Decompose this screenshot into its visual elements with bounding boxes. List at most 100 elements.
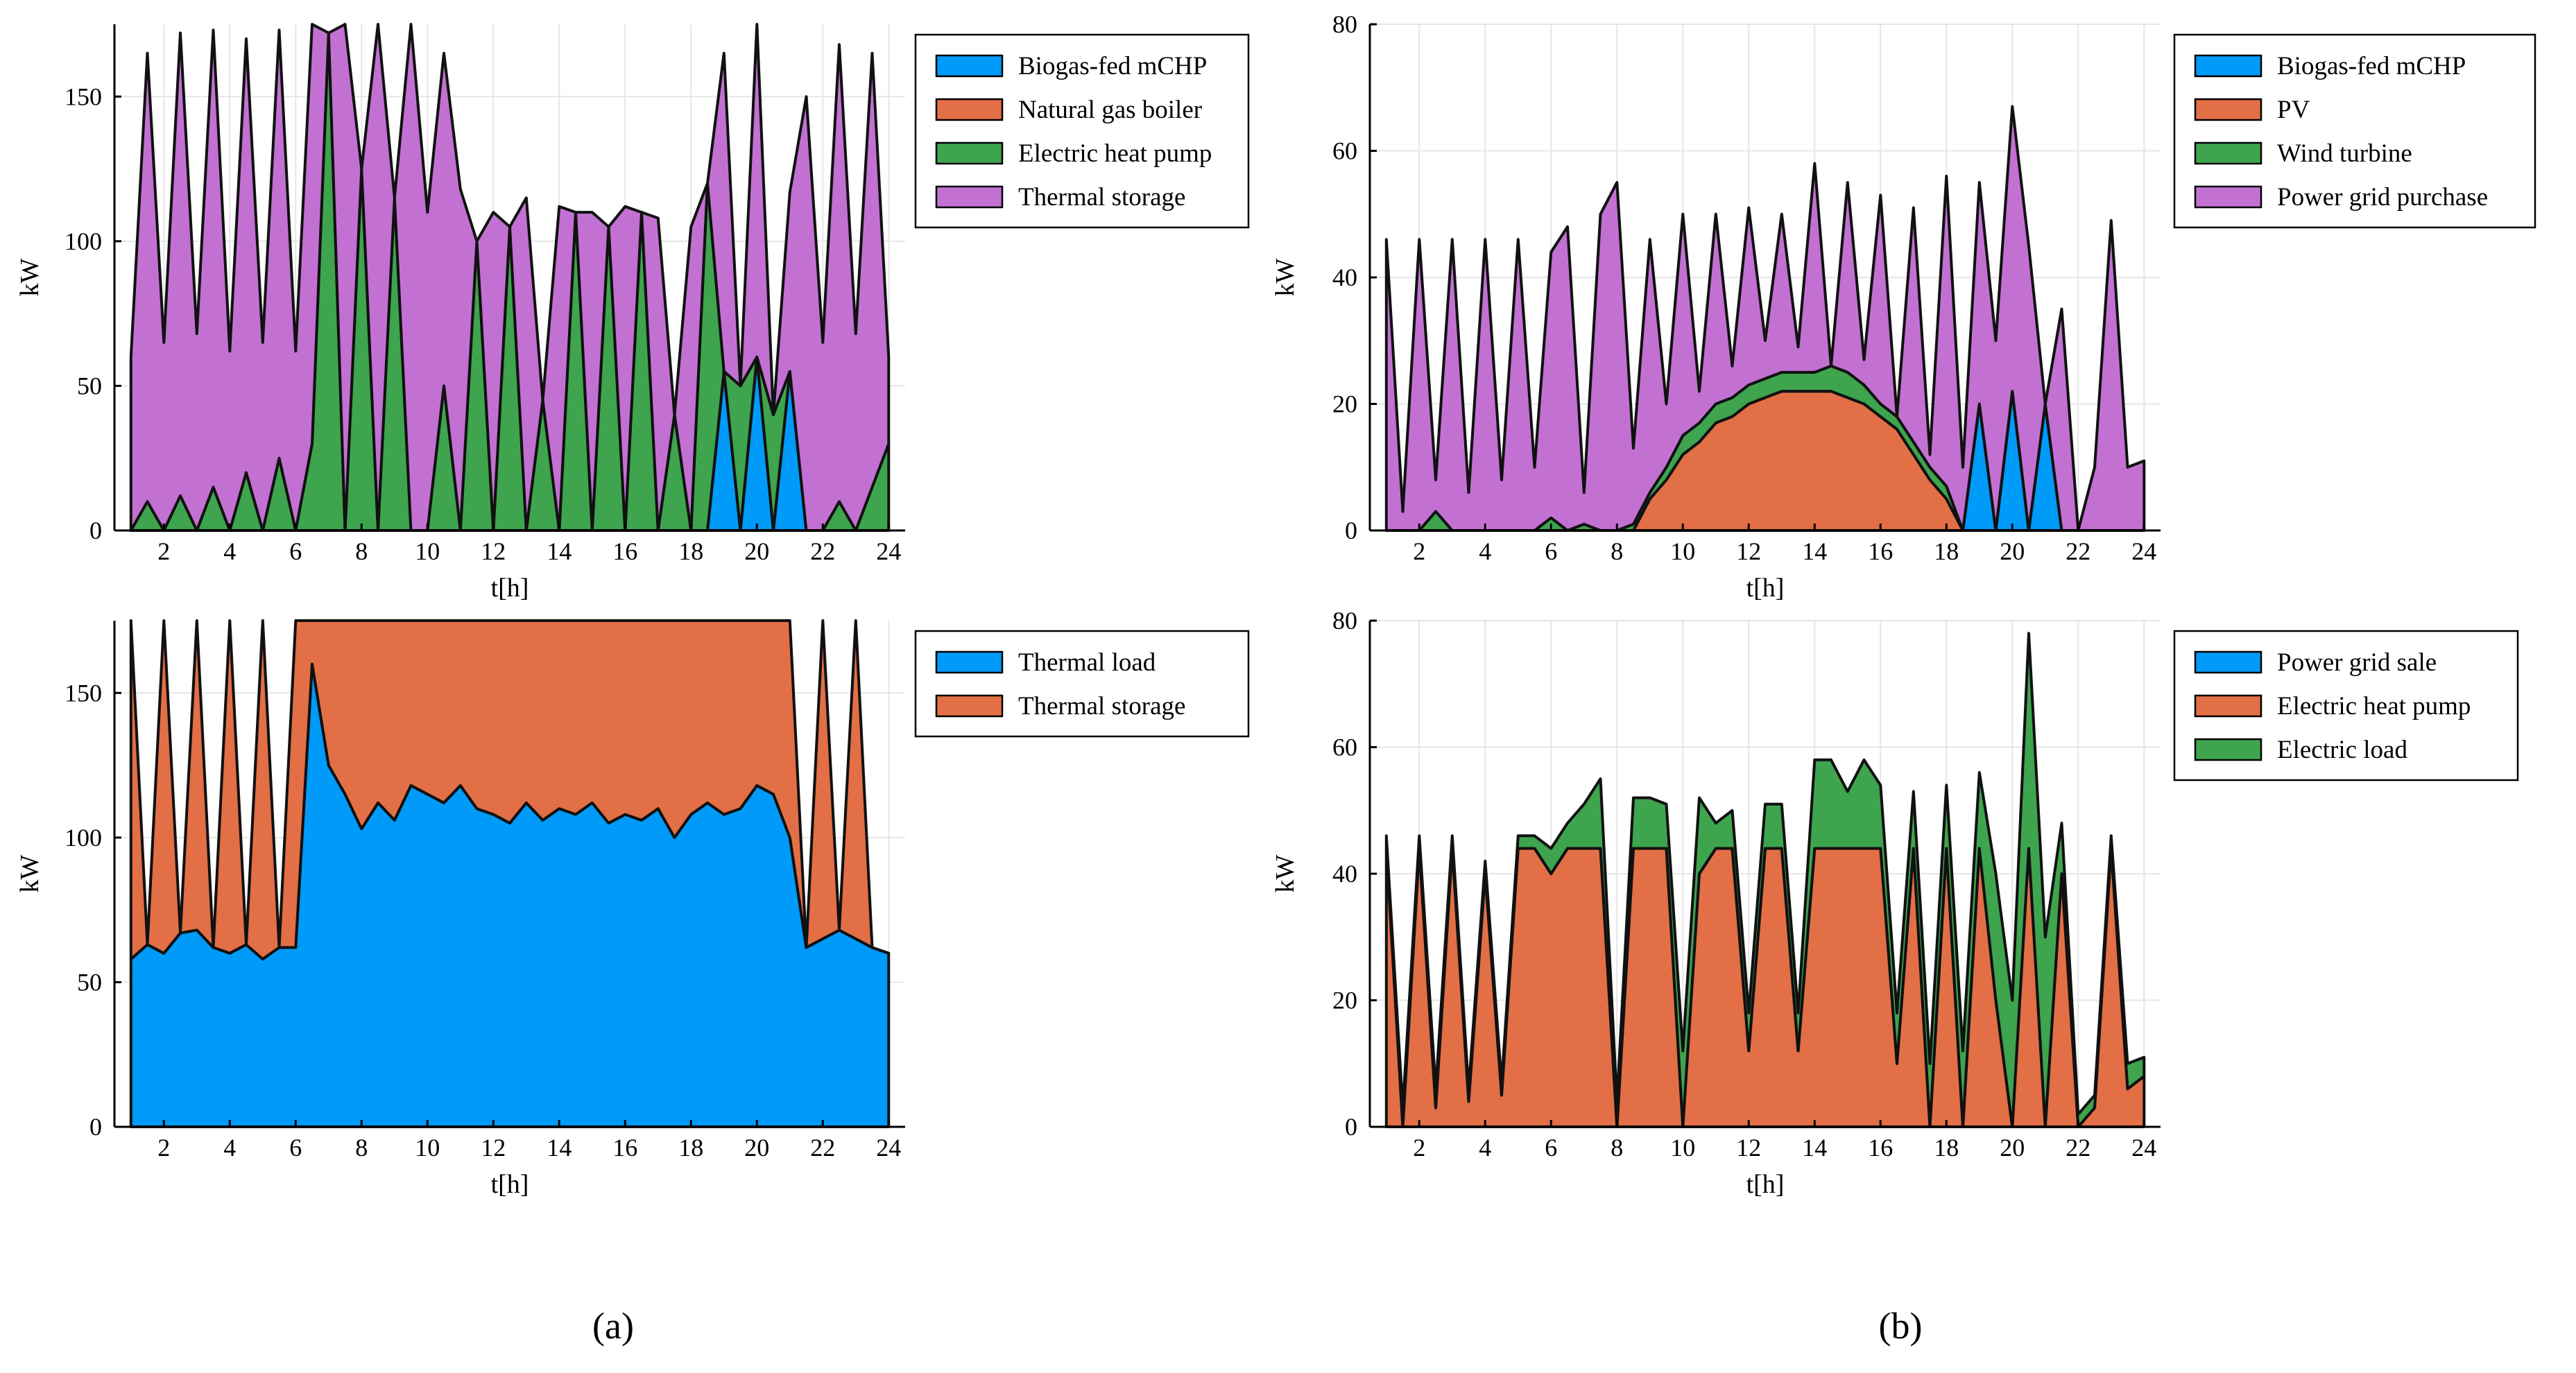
legend-label: Thermal storage [1018,183,1185,211]
y-tick-label: 0 [1345,517,1357,544]
x-tick-label: 2 [157,537,170,565]
y-tick-label: 0 [1345,1113,1357,1141]
x-tick-label: 18 [678,537,703,565]
y-tick-label: 40 [1332,860,1357,888]
x-tick-label: 10 [1670,537,1695,565]
legend-label: Electric heat pump [2277,692,2471,720]
x-tick-label: 18 [1934,537,1959,565]
x-tick-label: 2 [157,1134,170,1162]
x-tick-label: 20 [744,1134,769,1162]
x-tick-label: 4 [223,1134,236,1162]
x-tick-label: 24 [2131,537,2156,565]
legend-swatch [935,98,1004,121]
x-tick-label: 20 [2000,1134,2025,1162]
legend-swatch [935,650,1004,674]
y-tick-label: 40 [1332,264,1357,291]
legend-swatch [2194,650,2262,674]
legend-swatch [2194,738,2262,761]
x-tick-label: 16 [1868,1134,1893,1162]
y-tick-label: 80 [1332,10,1357,38]
x-axis-label: t[h] [491,1170,529,1199]
legend-swatch [935,141,1004,165]
x-tick-label: 22 [2066,537,2090,565]
x-tick-label: 4 [223,537,236,565]
x-tick-label: 6 [1545,1134,1557,1162]
chart-electric-consumption: 2 4 6 8 10 12 14 16 18 20 22 24020406080t[h]kWPower… [1271,607,2519,1199]
x-tick-label: 4 [1479,1134,1491,1162]
y-axis-label: kW [15,854,44,892]
y-tick-label: 60 [1332,137,1357,165]
y-axis-label: kW [15,258,44,296]
legend-swatch [935,54,1004,78]
legend-label: Power grid purchase [2277,183,2488,211]
x-tick-label: 6 [289,537,302,565]
y-tick-label: 150 [65,679,102,707]
series-area-thermal-storage [129,23,891,532]
x-axis-label: t[h] [1746,573,1785,603]
y-tick-label: 0 [89,517,102,544]
x-tick-label: 6 [1545,537,1557,565]
legend-label: Power grid sale [2277,648,2437,677]
legend: Biogas-fed mCHP Natural gas boiler Electri… [914,33,1250,229]
legend-swatch [2194,694,2262,718]
y-tick-label: 0 [89,1113,102,1141]
x-tick-label: 22 [810,537,835,565]
legend-swatch [935,694,1004,718]
x-tick-label: 24 [876,537,901,565]
x-tick-label: 10 [415,1134,440,1162]
x-tick-label: 16 [612,1134,637,1162]
x-tick-label: 14 [1802,1134,1827,1162]
legend-swatch [2194,98,2262,121]
x-tick-label: 12 [1736,537,1761,565]
legend-label: Electric load [2277,736,2407,764]
x-tick-label: 16 [1868,537,1893,565]
x-tick-label: 22 [2066,1134,2090,1162]
x-axis-label: t[h] [491,573,529,603]
x-tick-label: 8 [1611,1134,1623,1162]
x-tick-label: 14 [1802,537,1827,565]
y-axis-label: kW [1271,258,1300,296]
x-tick-label: 12 [481,537,506,565]
y-tick-label: 100 [65,227,102,255]
legend-label: Thermal load [1018,648,1156,677]
legend-label: Biogas-fed mCHP [2277,52,2466,80]
legend: Thermal load Thermal storage [914,630,1250,738]
chart-thermal-generation: 2 4 6 8 10 12 14 16 18 20 22 24050100150t[h]kWBioga… [15,23,1250,603]
x-tick-label: 12 [481,1134,506,1162]
y-tick-label: 150 [65,83,102,110]
x-axis-label: t[h] [1746,1170,1785,1199]
legend: Power grid sale Electric heat pump Electri… [2173,630,2519,782]
legend-label: Wind turbine [2277,139,2412,168]
y-tick-label: 50 [77,968,102,996]
y-tick-label: 80 [1332,607,1357,634]
legend-label: Natural gas boiler [1018,96,1202,124]
x-tick-label: 18 [678,1134,703,1162]
legend-label: PV [2277,96,2310,124]
x-tick-label: 14 [547,537,572,565]
legend-swatch [2194,185,2262,209]
x-tick-label: 2 [1413,537,1425,565]
x-tick-label: 6 [289,1134,302,1162]
x-tick-label: 14 [547,1134,572,1162]
x-tick-label: 2 [1413,1134,1425,1162]
legend-swatch [935,185,1004,209]
series-area-thermal-storage [129,619,891,961]
chart-electric-generation: 2 4 6 8 10 12 14 16 18 20 22 24020406080t[h]kWBioga… [1271,10,2536,603]
panel-label-b: (b) [1879,1305,1923,1347]
x-tick-label: 24 [876,1134,901,1162]
x-tick-label: 10 [415,537,440,565]
legend-label: Thermal storage [1018,692,1185,720]
x-tick-label: 8 [1611,537,1623,565]
legend-label: Electric heat pump [1018,139,1212,168]
legend-swatch [2194,141,2262,165]
x-tick-label: 8 [355,1134,368,1162]
x-tick-label: 24 [2131,1134,2156,1162]
x-tick-label: 10 [1670,1134,1695,1162]
x-tick-label: 22 [810,1134,835,1162]
y-tick-label: 100 [65,824,102,852]
x-tick-label: 4 [1479,537,1491,565]
x-tick-label: 20 [2000,537,2025,565]
y-tick-label: 50 [77,372,102,399]
x-tick-label: 12 [1736,1134,1761,1162]
